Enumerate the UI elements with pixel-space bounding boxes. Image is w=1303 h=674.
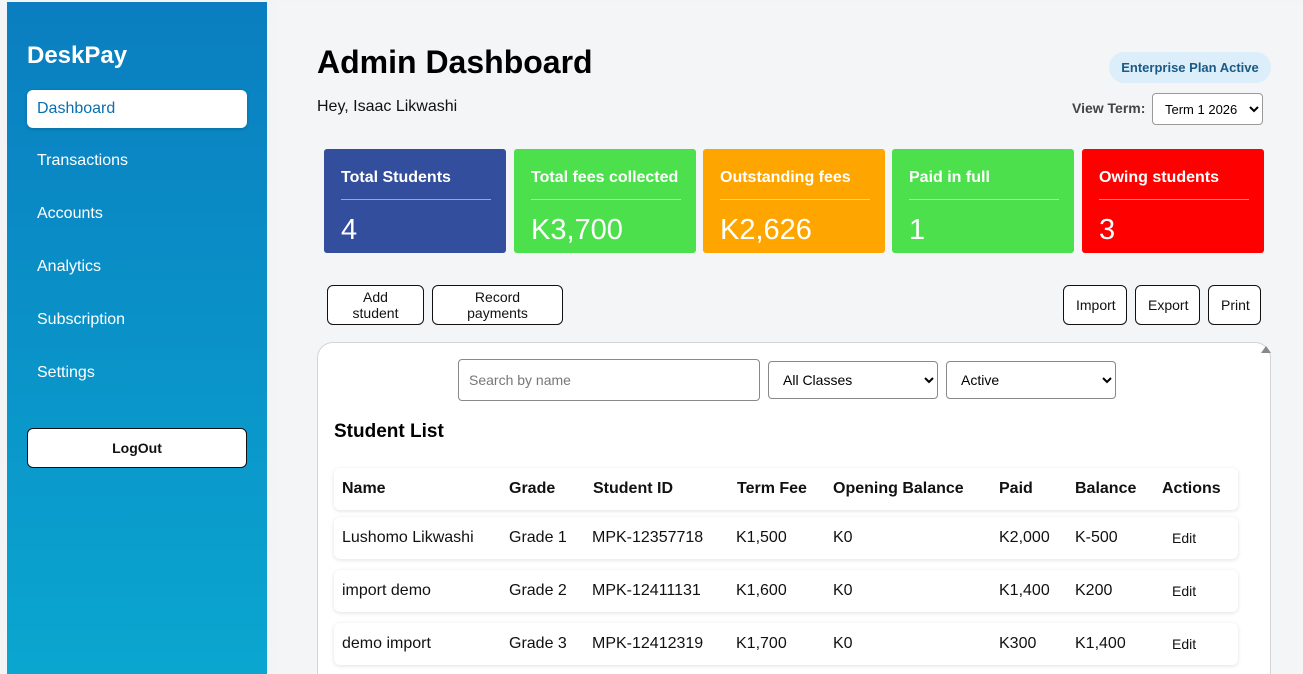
cell-term-fee: K1,600 (736, 582, 787, 599)
sidebar-item-accounts[interactable]: Accounts (37, 205, 103, 222)
stat-value: 4 (341, 214, 358, 246)
column-header-opening-balance: Opening Balance (833, 480, 964, 497)
stat-label: Paid in full (909, 169, 990, 186)
stat-value: K2,626 (720, 214, 812, 246)
export-button[interactable]: Export (1135, 285, 1200, 325)
student-list-title: Student List (334, 421, 444, 442)
status-filter-select[interactable]: Active (946, 361, 1116, 399)
brand-logo: DeskPay (27, 42, 128, 69)
sidebar: DeskPay Dashboard Transactions Accounts … (7, 2, 267, 674)
term-select[interactable]: Term 1 2026 (1152, 93, 1263, 125)
logout-button[interactable]: LogOut (27, 428, 247, 468)
table-row: Lushomo Likwashi Grade 1 MPK-12357718 K1… (334, 517, 1238, 559)
stat-label: Owing students (1099, 169, 1219, 186)
column-header-balance: Balance (1075, 480, 1137, 497)
cell-name: import demo (342, 582, 431, 599)
cell-opening-balance: K0 (833, 582, 853, 599)
table-header-row: Name Grade Student ID Term Fee Opening B… (334, 468, 1238, 510)
column-header-paid: Paid (999, 480, 1033, 497)
stat-value: 3 (1099, 214, 1116, 246)
cell-balance: K-500 (1075, 529, 1118, 546)
cell-name: Lushomo Likwashi (342, 529, 474, 546)
cell-grade: Grade 3 (509, 635, 567, 652)
card-divider (531, 199, 681, 200)
stat-value: K3,700 (531, 214, 623, 246)
main-content: Admin Dashboard Hey, Isaac Likwashi Ente… (277, 2, 1303, 674)
class-filter-select[interactable]: All Classes (768, 361, 938, 399)
sidebar-item-analytics[interactable]: Analytics (37, 258, 102, 275)
stat-label: Total fees collected (531, 169, 679, 186)
column-header-actions: Actions (1162, 480, 1221, 497)
stat-card-fees-collected: Total fees collected K3,700 (514, 149, 696, 253)
cell-name: demo import (342, 635, 431, 652)
print-button[interactable]: Print (1208, 285, 1261, 325)
cell-term-fee: K1,700 (736, 635, 787, 652)
cell-term-fee: K1,500 (736, 529, 787, 546)
stat-card-paid-in-full: Paid in full 1 (892, 149, 1074, 253)
stat-card-total-students: Total Students 4 (324, 149, 506, 253)
greeting-text: Hey, Isaac Likwashi (317, 98, 458, 115)
card-divider (341, 199, 491, 200)
scroll-up-arrow-icon[interactable] (1261, 346, 1271, 353)
student-list-panel: All Classes Active Student List Name Gra… (317, 342, 1271, 674)
cell-opening-balance: K0 (833, 529, 853, 546)
cell-student-id: MPK-12412319 (592, 635, 704, 652)
card-divider (909, 199, 1059, 200)
record-payments-button[interactable]: Record payments (432, 285, 563, 325)
cell-balance: K1,400 (1075, 635, 1126, 652)
stat-label: Outstanding fees (720, 169, 851, 186)
search-input[interactable] (458, 359, 760, 401)
cell-grade: Grade 2 (509, 582, 567, 599)
sidebar-item-subscription[interactable]: Subscription (37, 311, 126, 328)
stat-value: 1 (909, 214, 926, 246)
cell-paid: K300 (999, 635, 1037, 652)
card-divider (720, 199, 870, 200)
cell-student-id: MPK-12357718 (592, 529, 704, 546)
cell-paid: K1,400 (999, 582, 1050, 599)
card-divider (1099, 199, 1249, 200)
edit-button[interactable]: Edit (1162, 632, 1206, 656)
table-row: demo import Grade 3 MPK-12412319 K1,700 … (334, 623, 1238, 665)
sidebar-item-dashboard[interactable]: Dashboard (27, 90, 247, 128)
column-header-name: Name (342, 480, 386, 497)
plan-status-badge: Enterprise Plan Active (1109, 52, 1271, 83)
edit-button[interactable]: Edit (1162, 579, 1206, 603)
import-button[interactable]: Import (1063, 285, 1127, 325)
edit-button[interactable]: Edit (1162, 526, 1206, 550)
column-header-grade: Grade (509, 480, 556, 497)
cell-balance: K200 (1075, 582, 1113, 599)
cell-grade: Grade 1 (509, 529, 567, 546)
table-row: import demo Grade 2 MPK-12411131 K1,600 … (334, 570, 1238, 612)
cell-paid: K2,000 (999, 529, 1050, 546)
sidebar-item-settings[interactable]: Settings (37, 364, 95, 381)
sidebar-item-transactions[interactable]: Transactions (37, 152, 128, 169)
column-header-term-fee: Term Fee (737, 480, 807, 497)
stat-card-outstanding-fees: Outstanding fees K2,626 (703, 149, 885, 253)
cell-student-id: MPK-12411131 (592, 582, 701, 599)
page-title: Admin Dashboard (317, 44, 593, 80)
stat-card-owing-students: Owing students 3 (1082, 149, 1264, 253)
cell-opening-balance: K0 (833, 635, 853, 652)
term-label: View Term: (1072, 100, 1146, 116)
stat-label: Total Students (341, 169, 451, 186)
add-student-button[interactable]: Add student (327, 285, 424, 325)
column-header-student-id: Student ID (593, 480, 673, 497)
